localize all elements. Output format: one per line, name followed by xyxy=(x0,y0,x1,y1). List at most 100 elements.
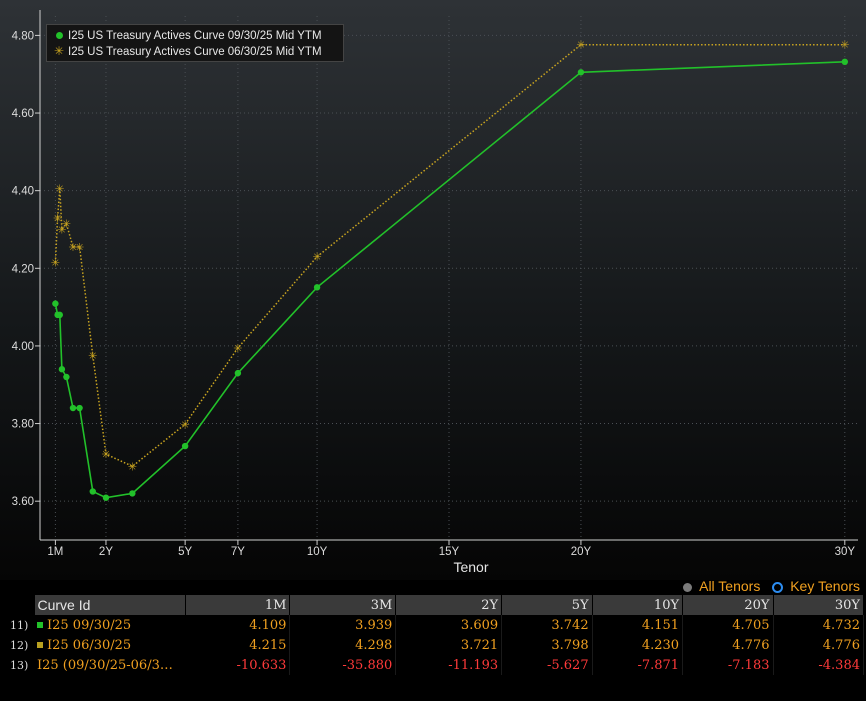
value-cell: -10.633 xyxy=(185,655,291,675)
legend-label-1: I25 US Treasury Actives Curve 09/30/25 M… xyxy=(68,30,322,42)
data-point-series-1 xyxy=(56,311,63,319)
green-square-icon xyxy=(37,622,43,628)
data-point-series-1 xyxy=(129,490,136,497)
data-point-series-2: ✳ xyxy=(128,461,137,473)
radio-on-icon xyxy=(772,581,784,593)
data-point-series-1 xyxy=(102,494,110,501)
data-point-series-2: ✳ xyxy=(312,252,321,264)
data-point-series-2: ✳ xyxy=(51,257,60,269)
curve-id-cell[interactable]: I25 06/30/25 xyxy=(34,635,185,655)
data-point-series-1 xyxy=(76,404,83,412)
x-tick-label: 2Y xyxy=(99,546,113,558)
data-point-series-2: ✳ xyxy=(53,213,62,225)
curve-id-cell[interactable]: I25 09/30/25 xyxy=(34,615,185,635)
yellow-square-icon xyxy=(37,642,43,648)
series-line-1 xyxy=(54,61,845,499)
value-cell: 4.215 xyxy=(185,635,291,655)
series-line-2 xyxy=(54,43,845,468)
column-header-20y[interactable]: 20Y xyxy=(682,595,774,615)
data-point-series-2: ✳ xyxy=(101,449,110,461)
x-tick-label: 10Y xyxy=(307,546,328,558)
yellow-star-marker-icon: ✳ xyxy=(53,44,65,58)
value-cell: -35.880 xyxy=(289,655,397,675)
table-row[interactable]: 12) I25 06/30/25 4.215 4.298 3.721 3.798… xyxy=(8,635,864,655)
value-cell: -11.193 xyxy=(395,655,503,675)
green-dot-marker-icon xyxy=(53,28,65,44)
data-point-series-2: ✳ xyxy=(62,219,71,231)
value-cell: 3.798 xyxy=(501,635,593,655)
y-tick-label: 4.60 xyxy=(12,108,34,120)
x-tick-label: 7Y xyxy=(231,546,245,558)
data-point-series-2: ✳ xyxy=(233,343,242,355)
curve-data-table: Curve Id 1M 3M 2Y 5Y 10Y 20Y 30Y 11) I25… xyxy=(8,595,864,675)
value-cell: 4.705 xyxy=(682,615,774,635)
data-point-series-1 xyxy=(58,366,66,373)
y-tick-label: 4.20 xyxy=(12,263,34,275)
chart-area: 3.60 3.80 4.00 4.20 4.40 4.60 4.80 1M 2Y 5Y 7Y 10Y 1… xyxy=(0,0,866,580)
x-tick-label: 30Y xyxy=(835,546,856,558)
column-header-curve-id[interactable]: Curve Id xyxy=(34,595,186,615)
key-tenors-label: Key Tenors xyxy=(790,578,860,594)
column-header-10y[interactable]: 10Y xyxy=(592,595,684,615)
legend-label-2: I25 US Treasury Actives Curve 06/30/25 M… xyxy=(68,46,322,58)
radio-off-icon xyxy=(683,582,693,592)
table-row[interactable]: 13) I25 (09/30/25-06/3… -10.633 -35.880 … xyxy=(8,655,864,675)
x-tick-label: 20Y xyxy=(571,546,592,558)
value-cell: 4.776 xyxy=(773,635,864,655)
key-tenors-option[interactable]: Key Tenors xyxy=(768,578,860,594)
x-tick-label: 1M xyxy=(47,546,63,558)
x-tick-label: 5Y xyxy=(178,546,192,558)
value-cell: 3.721 xyxy=(395,635,503,655)
y-tick-label: 4.40 xyxy=(12,186,34,198)
x-axis-label: Tenor xyxy=(453,559,488,575)
data-point-series-2: ✳ xyxy=(68,242,77,254)
value-cell: -7.871 xyxy=(592,655,684,675)
legend-entry-series-1: I25 US Treasury Actives Curve 09/30/25 M… xyxy=(53,28,322,44)
data-point-series-2: ✳ xyxy=(88,351,97,363)
data-point-series-1 xyxy=(52,300,59,307)
curve-id-cell[interactable]: I25 (09/30/25-06/3… xyxy=(34,655,185,675)
column-header-30y[interactable]: 30Y xyxy=(773,595,864,615)
value-cell: 3.742 xyxy=(501,615,593,635)
y-tick-label: 4.80 xyxy=(12,30,34,42)
row-index: 11) xyxy=(10,618,29,632)
value-cell: 4.230 xyxy=(592,635,684,655)
legend-entry-series-2: ✳ I25 US Treasury Actives Curve 06/30/25 … xyxy=(53,43,322,59)
curve-id-text: I25 06/30/25 xyxy=(47,637,132,653)
row-index: 12) xyxy=(10,638,29,652)
data-point-series-1 xyxy=(63,373,70,381)
all-tenors-option[interactable]: All Tenors xyxy=(679,578,760,594)
chart-legend: I25 US Treasury Actives Curve 09/30/25 M… xyxy=(46,24,344,62)
data-point-series-2: ✳ xyxy=(75,242,84,254)
value-cell: -4.384 xyxy=(773,655,864,675)
curve-id-text: I25 (09/30/25-06/3… xyxy=(37,657,173,673)
data-point-series-2: ✳ xyxy=(55,184,64,196)
value-cell: 4.732 xyxy=(773,615,864,635)
data-point-series-1 xyxy=(313,284,321,291)
table-row[interactable]: 11) I25 09/30/25 4.109 3.939 3.609 3.742… xyxy=(8,615,864,635)
y-tick-label: 3.60 xyxy=(12,496,34,508)
data-point-series-2: ✳ xyxy=(576,40,585,52)
value-cell: 4.151 xyxy=(592,615,684,635)
all-tenors-label: All Tenors xyxy=(699,578,761,594)
column-header-2y[interactable]: 2Y xyxy=(395,595,503,615)
value-cell: 3.939 xyxy=(289,615,397,635)
data-point-series-1 xyxy=(577,69,585,76)
column-header-3m[interactable]: 3M xyxy=(289,595,397,615)
value-cell: 4.776 xyxy=(682,635,774,655)
value-cell: -7.183 xyxy=(682,655,774,675)
data-point-series-2: ✳ xyxy=(57,224,66,236)
curve-id-text: I25 09/30/25 xyxy=(47,617,132,633)
data-point-series-1 xyxy=(69,404,77,412)
table-header-row: Curve Id 1M 3M 2Y 5Y 10Y 20Y 30Y xyxy=(8,595,864,615)
y-tick-label: 4.00 xyxy=(12,341,34,353)
column-header-5y[interactable]: 5Y xyxy=(501,595,593,615)
value-cell: 4.298 xyxy=(289,635,397,655)
y-tick-label: 3.80 xyxy=(12,419,34,431)
data-point-series-1 xyxy=(841,58,849,66)
column-header-1m[interactable]: 1M xyxy=(185,595,291,615)
value-cell: 3.609 xyxy=(395,615,503,635)
data-point-series-1 xyxy=(234,369,242,377)
data-point-series-1 xyxy=(181,442,189,450)
data-point-series-2: ✳ xyxy=(840,40,849,52)
